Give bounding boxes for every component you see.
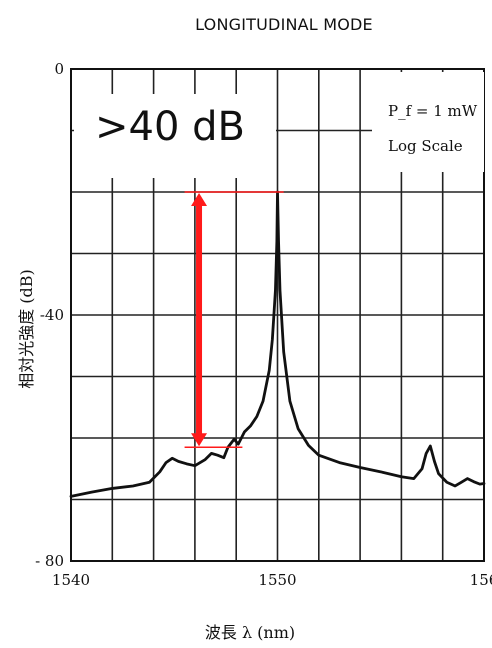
ratio-label-background (74, 94, 276, 178)
chart-title: LONGITUDINAL MODE (195, 15, 373, 34)
power-annotation: P_f = 1 mW (388, 102, 478, 120)
suppression-arrow-top-head (191, 193, 208, 206)
suppression-marker (184, 191, 284, 448)
plot-frame (70, 68, 485, 562)
suppression-arrow-bottom-head (191, 433, 208, 447)
series-layer (69, 190, 486, 498)
log-scale-annotation: Log Scale (388, 137, 463, 155)
annotation-box (372, 72, 484, 172)
y-axis-label: 相対光強度 (dB) (17, 269, 36, 389)
x-tick-label: 156 (470, 571, 492, 589)
x-axis-label: 波長 λ (nm) (205, 623, 295, 642)
x-tick-label: 1540 (52, 571, 90, 589)
tick-labels: 154015501560-40- 80 (35, 60, 492, 589)
side-mode-suppression-label: >40 dB (95, 104, 245, 150)
y-tick-label: 0 (54, 60, 64, 78)
y-tick-label: - 80 (35, 552, 64, 570)
y-tick-label: -40 (40, 306, 64, 324)
x-tick-label: 1550 (258, 571, 296, 589)
spectrum-line (69, 190, 486, 498)
